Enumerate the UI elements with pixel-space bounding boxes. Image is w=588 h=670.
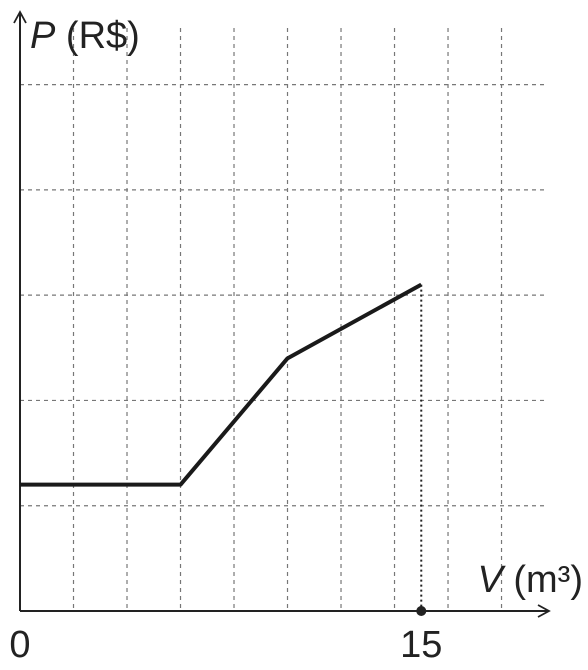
y-axis-label: P (R$) <box>30 15 140 57</box>
data-line <box>20 282 423 487</box>
grid <box>20 28 547 611</box>
y-axis-unit: (R$) <box>66 15 140 57</box>
x-axis-variable: V <box>477 559 506 601</box>
x-axis-unit: (m³) <box>513 559 583 601</box>
x-tick-label: 0 <box>9 624 30 666</box>
y-axis-variable: P <box>30 15 56 57</box>
x-axis-label: V (m³) <box>477 559 583 601</box>
x-tick-label: 15 <box>400 624 442 666</box>
